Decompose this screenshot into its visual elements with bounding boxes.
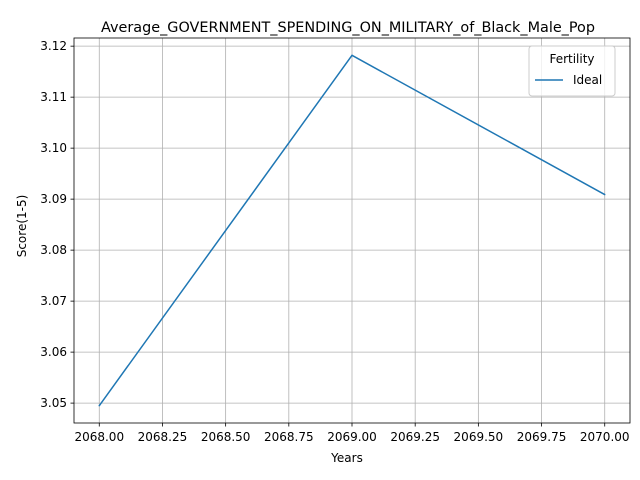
y-tick-label: 3.11: [40, 90, 67, 104]
x-tick-label: 2069.75: [517, 430, 567, 444]
x-tick-label: 2068.75: [264, 430, 314, 444]
y-tick-label: 3.09: [40, 192, 67, 206]
y-tick-label: 3.07: [40, 294, 67, 308]
chart-title: Average_GOVERNMENT_SPENDING_ON_MILITARY_…: [101, 20, 595, 36]
x-tick-label: 2068.00: [74, 430, 124, 444]
y-tick-label: 3.08: [40, 243, 67, 257]
legend-title: Fertility: [549, 52, 594, 66]
data-point: [351, 54, 353, 57]
data-point: [603, 193, 606, 196]
x-tick-label: 2068.25: [138, 430, 188, 444]
legend-box: [528, 45, 616, 97]
series-layer: [98, 54, 606, 407]
legend-entry-label: Ideal: [573, 73, 602, 87]
x-tick-label: 2069.00: [327, 430, 377, 444]
data-point: [98, 404, 101, 407]
grid: [74, 38, 630, 423]
y-axis-label: Score(1-5): [15, 195, 29, 258]
x-tick-label: 2069.25: [390, 430, 440, 444]
y-tick-label: 3.10: [40, 141, 67, 155]
y-tick-label: 3.05: [40, 396, 67, 410]
x-axis-ticks: 2068.00 2068.25 2068.50 2068.75 2069.00 2069.…: [74, 423, 630, 444]
x-tick-label: 2070.00: [580, 430, 630, 444]
y-tick-label: 3.06: [40, 345, 67, 359]
x-tick-label: 2069.50: [454, 430, 504, 444]
x-tick-label: 2068.50: [201, 430, 251, 444]
x-axis-label: Years: [330, 451, 363, 465]
legend: Fertility Ideal: [528, 45, 616, 97]
y-tick-label: 3.12: [40, 39, 67, 53]
y-axis-ticks: 3.05 3.06 3.07 3.08 3.09 3.10 3.11 3.12: [40, 39, 74, 410]
